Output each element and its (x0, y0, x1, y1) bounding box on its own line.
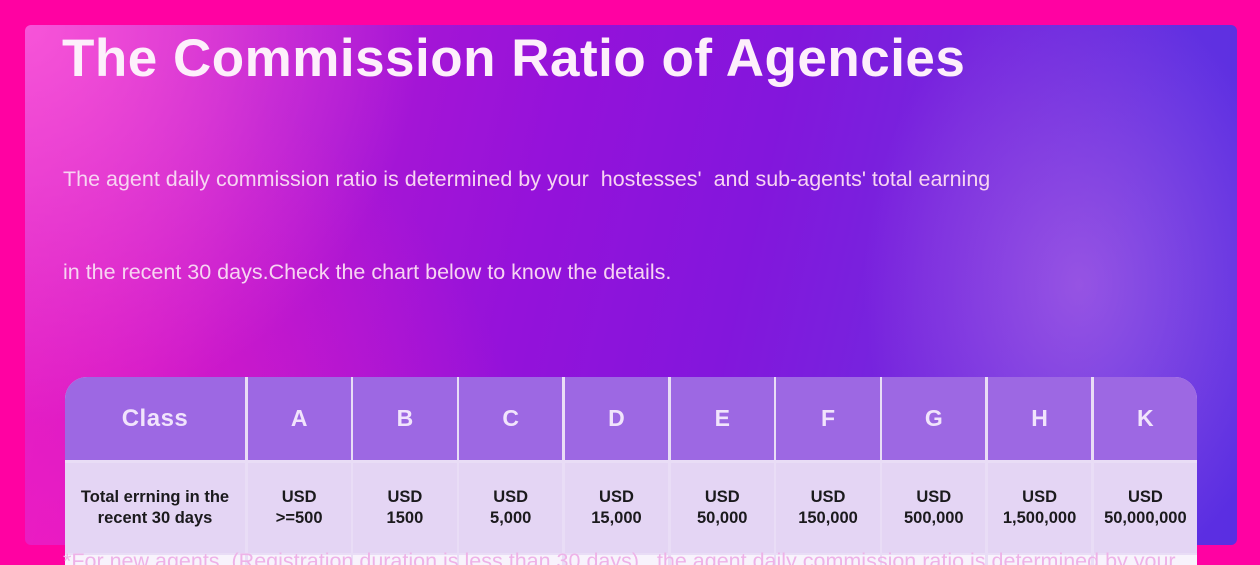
subtitle-line-2: in the recent 30 days.Check the chart be… (63, 260, 672, 284)
table-header-class-h: H (987, 377, 1092, 460)
footnote-line-1: *For new agents (Registration duration i… (63, 549, 1176, 565)
ratio-cell-c: 15 % (459, 555, 563, 565)
gradient-panel: The Commission Ratio of Agencies The age… (25, 25, 1237, 565)
table-header-class-b: B (353, 377, 457, 460)
ratio-cell-b: 10 % (353, 555, 457, 565)
ratio-row-label: Commission Ratio (65, 555, 245, 565)
currency-label: USD (916, 487, 952, 506)
earning-amount: 500,000 (903, 508, 964, 527)
currency-label: USD (704, 487, 740, 506)
earning-cell-f: USD 150,000 (776, 462, 880, 553)
earning-amount: >=500 (275, 508, 323, 527)
earning-amount: 15,000 (591, 508, 642, 527)
earning-cell-e: USD 50,000 (670, 462, 774, 553)
earning-amount: 50,000 (697, 508, 748, 527)
earning-label-text: Total errning in the recent 30 days (80, 487, 230, 527)
ratio-cell-f: 22 % (776, 555, 880, 565)
earning-cell-b: USD 1500 (353, 462, 457, 553)
table-header-class-d: D (564, 377, 669, 460)
footnote: *For new agents (Registration duration i… (63, 486, 1225, 565)
earning-cell-a: USD >=500 (247, 462, 351, 553)
table-header-class-g: G (882, 377, 986, 460)
currency-label: USD (387, 487, 423, 506)
subtitle-line-1: The agent daily commission ratio is dete… (63, 167, 991, 191)
earning-amount: 50,000,000 (1104, 508, 1187, 527)
commission-table: Class A B C D E F G H K Total errning in… (65, 377, 1197, 565)
ratio-cell-h: 26 % (987, 555, 1092, 565)
earning-amount: 1500 (386, 508, 424, 527)
earning-amount: 1,500,000 (1002, 508, 1077, 527)
earning-amount: 150,000 (798, 508, 858, 527)
earning-cell-k: USD 50,000,000 (1093, 462, 1197, 553)
ratio-cell-a: 5 % (247, 555, 351, 565)
currency-label: USD (599, 487, 634, 506)
table-header-class-a: A (247, 377, 351, 460)
table-header-class-f: F (776, 377, 880, 460)
ratio-cell-e: 20 % (670, 555, 774, 565)
earning-cell-g: USD 500,000 (882, 462, 986, 553)
page-title: The Commission Ratio of Agencies (62, 29, 966, 88)
subtitle: The agent daily commission ratio is dete… (63, 102, 1237, 350)
ratio-cell-k: 30 % (1093, 555, 1197, 565)
currency-label: USD (1022, 487, 1057, 506)
table-header-class-k: K (1093, 377, 1197, 460)
currency-label: USD (810, 487, 846, 506)
table-header-class-c: C (459, 377, 563, 460)
earning-cell-d: USD 15,000 (564, 462, 669, 553)
currency-label: USD (1127, 487, 1163, 506)
earning-cell-h: USD 1,500,000 (987, 462, 1092, 553)
ratio-cell-d: 18 % (564, 555, 669, 565)
earning-row-label: Total errning in the recent 30 days (65, 462, 245, 553)
table-header-class-e: E (670, 377, 774, 460)
earning-cell-c: USD 5,000 (459, 462, 563, 553)
currency-label: USD (493, 487, 529, 506)
table-header-class: Class (65, 377, 245, 460)
currency-label: USD (281, 487, 317, 506)
ratio-cell-g: 24 % (882, 555, 986, 565)
earning-amount: 5,000 (490, 508, 532, 527)
